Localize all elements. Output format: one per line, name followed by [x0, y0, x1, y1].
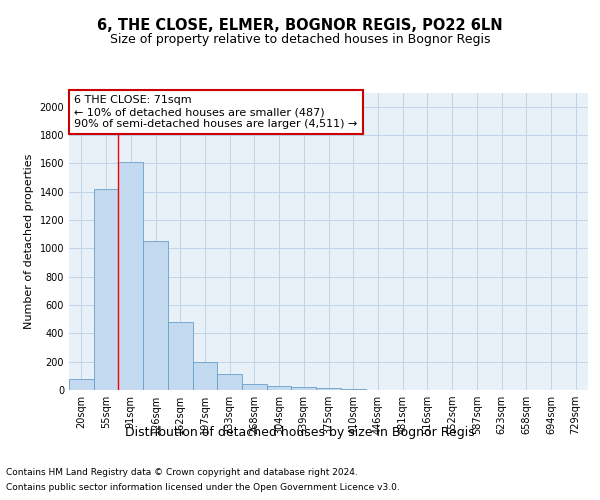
- Text: Contains HM Land Registry data © Crown copyright and database right 2024.: Contains HM Land Registry data © Crown c…: [6, 468, 358, 477]
- Bar: [143, 242, 168, 390]
- Text: Distribution of detached houses by size in Bognor Regis: Distribution of detached houses by size …: [125, 426, 475, 439]
- Bar: [168, 322, 193, 390]
- Bar: [193, 362, 217, 390]
- Bar: [242, 384, 267, 390]
- Bar: [118, 162, 143, 390]
- Text: 6 THE CLOSE: 71sqm
← 10% of detached houses are smaller (487)
90% of semi-detach: 6 THE CLOSE: 71sqm ← 10% of detached hou…: [74, 96, 358, 128]
- Bar: [292, 387, 316, 390]
- Text: Contains public sector information licensed under the Open Government Licence v3: Contains public sector information licen…: [6, 483, 400, 492]
- Bar: [267, 386, 292, 390]
- Bar: [69, 378, 94, 390]
- Bar: [316, 388, 341, 390]
- Bar: [341, 388, 365, 390]
- Text: Size of property relative to detached houses in Bognor Regis: Size of property relative to detached ho…: [110, 32, 490, 46]
- Bar: [217, 374, 242, 390]
- Text: 6, THE CLOSE, ELMER, BOGNOR REGIS, PO22 6LN: 6, THE CLOSE, ELMER, BOGNOR REGIS, PO22 …: [97, 18, 503, 32]
- Y-axis label: Number of detached properties: Number of detached properties: [24, 154, 34, 329]
- Bar: [94, 189, 118, 390]
